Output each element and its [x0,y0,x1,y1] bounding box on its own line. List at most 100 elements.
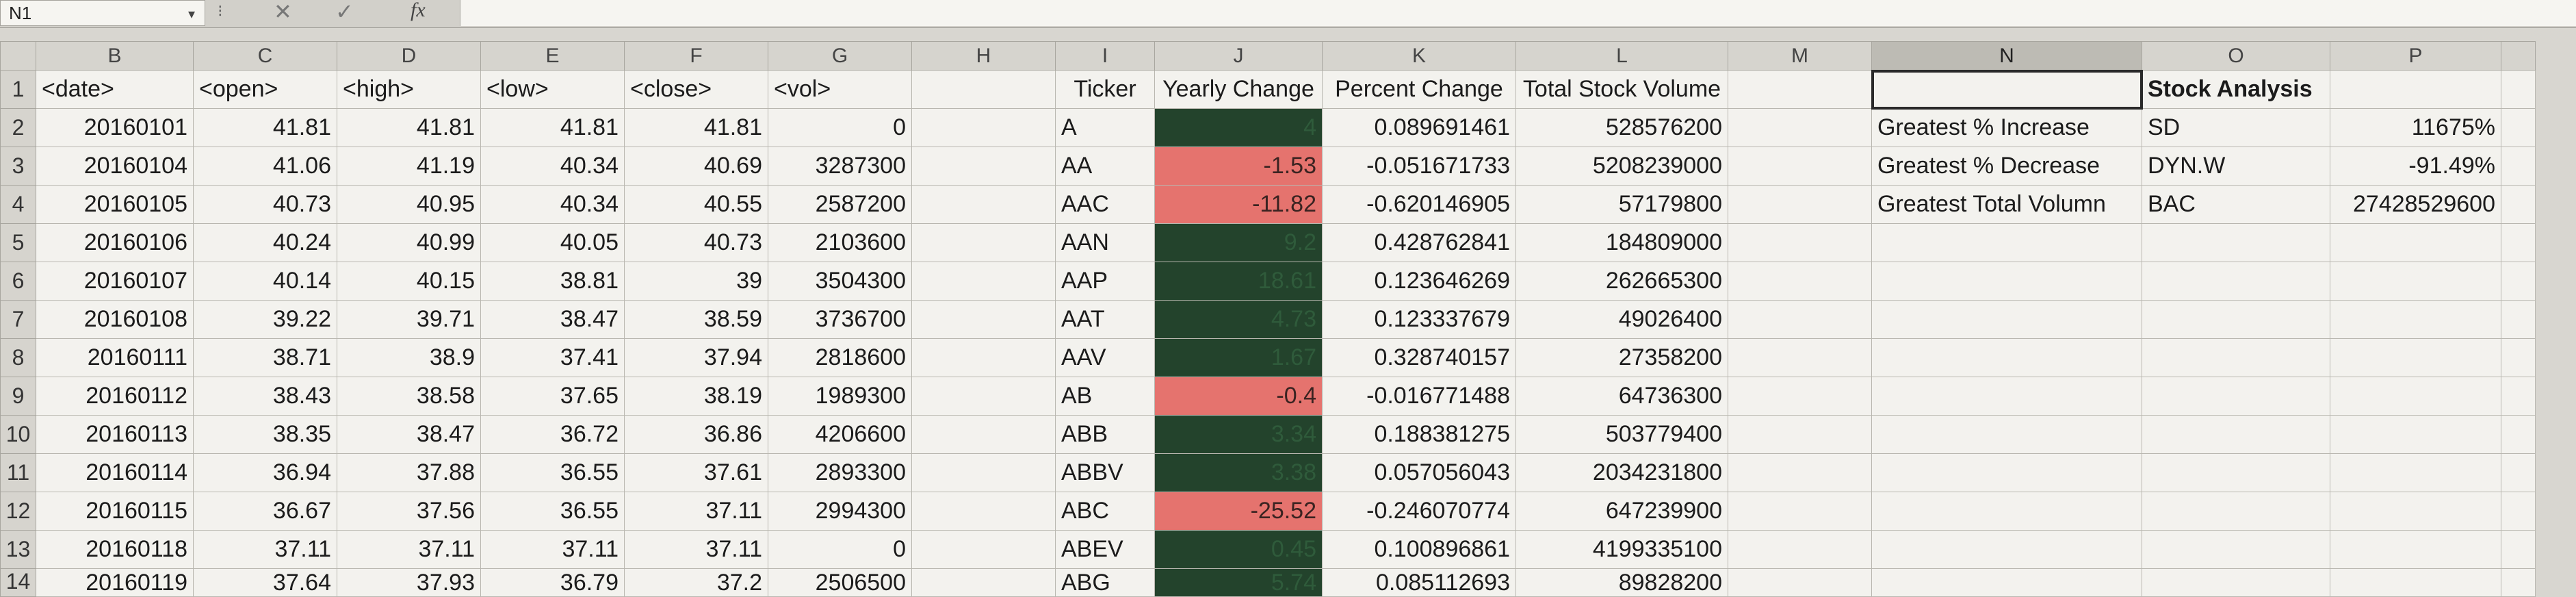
cell-f2[interactable]: 41.81 [624,108,768,147]
cell-l4[interactable]: 57179800 [1515,185,1728,224]
cell-j3[interactable]: -1.53 [1154,147,1323,186]
cell-i9[interactable]: AB [1055,377,1155,416]
cell-l7[interactable]: 49026400 [1515,300,1728,339]
cell-o8[interactable] [2142,338,2330,377]
cell-n12[interactable] [1871,492,2142,531]
cell-i10[interactable]: ABB [1055,415,1155,454]
cell-g6[interactable]: 3504300 [768,262,912,301]
cell-o12[interactable] [2142,492,2330,531]
cell-c2[interactable]: 41.81 [193,108,337,147]
cell-g12[interactable]: 2994300 [768,492,912,531]
cell-o4[interactable]: BAC [2142,185,2330,224]
cell-b10[interactable]: 20160113 [36,415,194,454]
cell-m4[interactable] [1728,185,1872,224]
cell-c13[interactable]: 37.11 [193,530,337,569]
cell-g13[interactable]: 0 [768,530,912,569]
cell-h6[interactable] [911,262,1056,301]
cell-extra[interactable] [2501,223,2536,262]
cell-k11[interactable]: 0.057056043 [1322,453,1516,492]
cell-g3[interactable]: 3287300 [768,147,912,186]
cell-b2[interactable]: 20160101 [36,108,194,147]
cell-c12[interactable]: 36.67 [193,492,337,531]
cell-h5[interactable] [911,223,1056,262]
column-header-p[interactable]: P [2330,41,2501,71]
cell-h3[interactable] [911,147,1056,186]
cell-p6[interactable] [2330,262,2501,301]
cell-extra[interactable] [2501,415,2536,454]
cell-d4[interactable]: 40.95 [337,185,481,224]
cell-n8[interactable] [1871,338,2142,377]
cell-m1[interactable] [1728,70,1872,109]
row-header[interactable]: 11 [0,453,36,492]
insert-function-icon[interactable]: fx [411,0,426,21]
cell-j2[interactable]: 4 [1154,108,1323,147]
cell-k14[interactable]: 0.085112693 [1322,568,1516,597]
cell-c9[interactable]: 38.43 [193,377,337,416]
cell-e14[interactable]: 36.79 [480,568,625,597]
cell-n7[interactable] [1871,300,2142,339]
cell-h9[interactable] [911,377,1056,416]
cell-l6[interactable]: 262665300 [1515,262,1728,301]
cell-g14[interactable]: 2506500 [768,568,912,597]
cell-extra[interactable] [2501,147,2536,186]
name-box[interactable]: N1 ▾ [0,0,205,26]
row-header[interactable]: 10 [0,415,36,454]
cell-i14[interactable]: ABG [1055,568,1155,597]
cell-b4[interactable]: 20160105 [36,185,194,224]
cell-extra[interactable] [2501,185,2536,224]
cell-d14[interactable]: 37.93 [337,568,481,597]
cell-i1[interactable]: Ticker [1055,70,1155,109]
cell-h10[interactable] [911,415,1056,454]
cell-n13[interactable] [1871,530,2142,569]
cell-e3[interactable]: 40.34 [480,147,625,186]
cell-l9[interactable]: 64736300 [1515,377,1728,416]
cell-k8[interactable]: 0.328740157 [1322,338,1516,377]
cell-d10[interactable]: 38.47 [337,415,481,454]
cell-f8[interactable]: 37.94 [624,338,768,377]
cell-j14[interactable]: 5.74 [1154,568,1323,597]
cell-g9[interactable]: 1989300 [768,377,912,416]
column-header-f[interactable]: F [624,41,768,71]
cell-extra[interactable] [2501,453,2536,492]
row-header[interactable]: 8 [0,338,36,377]
cell-b3[interactable]: 20160104 [36,147,194,186]
cell-d2[interactable]: 41.81 [337,108,481,147]
cell-h11[interactable] [911,453,1056,492]
cell-b7[interactable]: 20160108 [36,300,194,339]
chevron-down-icon[interactable]: ▾ [187,7,195,22]
cell-d6[interactable]: 40.15 [337,262,481,301]
cell-e10[interactable]: 36.72 [480,415,625,454]
cell-m8[interactable] [1728,338,1872,377]
cell-o2[interactable]: SD [2142,108,2330,147]
cell-d9[interactable]: 38.58 [337,377,481,416]
cell-c3[interactable]: 41.06 [193,147,337,186]
cell-k1[interactable]: Percent Change [1322,70,1516,109]
cell-j1[interactable]: Yearly Change [1154,70,1323,109]
cell-extra[interactable] [2501,70,2536,109]
cell-d1[interactable]: <high> [337,70,481,109]
formula-input[interactable] [460,0,2576,26]
cell-m6[interactable] [1728,262,1872,301]
cell-e1[interactable]: <low> [480,70,625,109]
row-header[interactable]: 5 [0,223,36,262]
cell-h12[interactable] [911,492,1056,531]
cell-p11[interactable] [2330,453,2501,492]
column-header-d[interactable]: D [337,41,481,71]
cell-extra[interactable] [2501,377,2536,416]
cell-p3[interactable]: -91.49% [2330,147,2501,186]
cell-i3[interactable]: AA [1055,147,1155,186]
cell-n6[interactable] [1871,262,2142,301]
cell-h4[interactable] [911,185,1056,224]
cell-i5[interactable]: AAN [1055,223,1155,262]
cell-f5[interactable]: 40.73 [624,223,768,262]
cell-o3[interactable]: DYN.W [2142,147,2330,186]
row-header[interactable]: 4 [0,185,36,224]
cell-g7[interactable]: 3736700 [768,300,912,339]
cell-n11[interactable] [1871,453,2142,492]
cell-f12[interactable]: 37.11 [624,492,768,531]
cell-d5[interactable]: 40.99 [337,223,481,262]
cell-h13[interactable] [911,530,1056,569]
cell-c4[interactable]: 40.73 [193,185,337,224]
cell-extra[interactable] [2501,300,2536,339]
cell-p4[interactable]: 27428529600 [2330,185,2501,224]
